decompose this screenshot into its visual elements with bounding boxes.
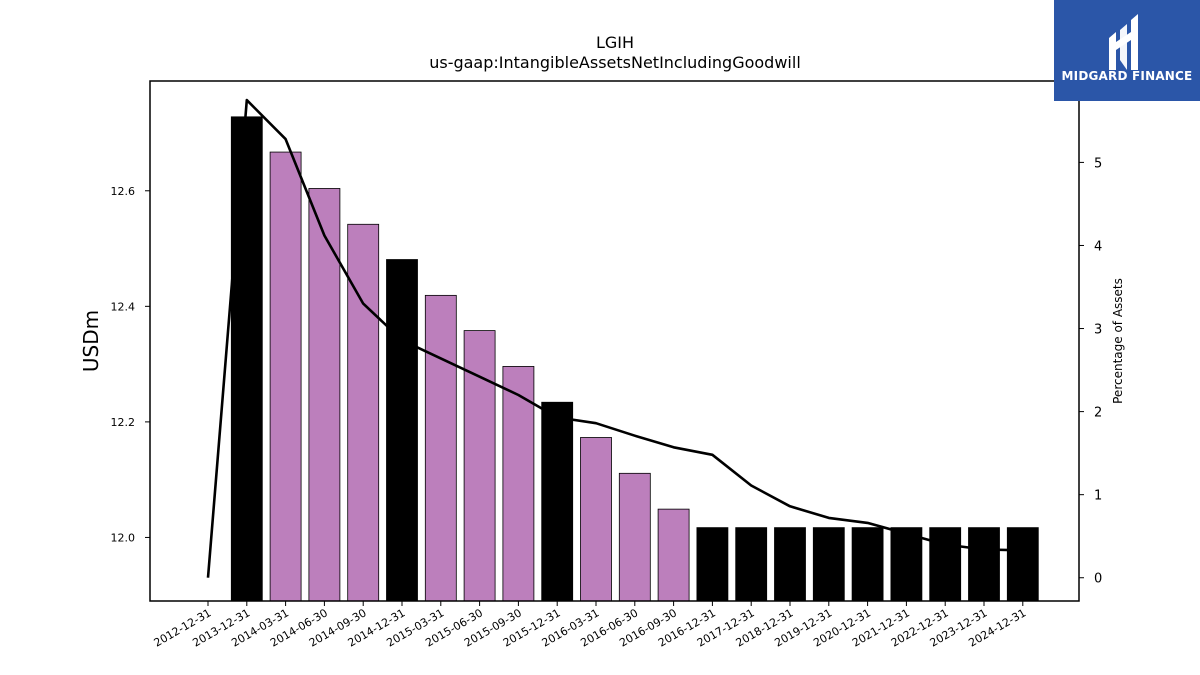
percentage-of-assets-line (206, 98, 1023, 578)
percentage-line-group (206, 98, 1023, 578)
bar-2024-12-31 (1006, 527, 1039, 602)
bar-2013-12-31 (230, 116, 263, 602)
y-tick-label: 12.2 (111, 416, 136, 429)
chart-subtitle: us-gaap:IntangibleAssetsNetIncludingGood… (429, 53, 801, 72)
bar-2015-12-31 (541, 401, 574, 602)
bar-2021-12-31 (890, 527, 923, 602)
y2-tick-label: 2 (1094, 406, 1102, 421)
y2-tick-label: 4 (1094, 239, 1102, 254)
bar-2014-12-31 (386, 259, 418, 602)
bar-2022-12-31 (929, 527, 962, 602)
brand-name: MIDGARD FINANCE (1061, 69, 1193, 83)
bar-2015-09-30 (502, 366, 535, 602)
y-tick-label: 12.0 (111, 531, 136, 544)
midgard-logo-icon (1109, 14, 1138, 70)
bar-2014-06-30 (308, 188, 341, 602)
bar-2018-12-31 (774, 527, 806, 602)
y2-axis-label: Percentage of Assets (1111, 278, 1125, 404)
bars-group (230, 116, 1039, 602)
y2-tick-label: 1 (1094, 489, 1102, 504)
y2-tick-label: 5 (1094, 156, 1102, 171)
chart-title: LGIH (596, 33, 634, 52)
y-axis-label: USDm (79, 310, 103, 372)
bar-2016-03-31 (580, 437, 612, 602)
y-tick-label: 12.4 (111, 300, 136, 313)
y-tick-label: 12.6 (111, 185, 136, 198)
bar-2020-12-31 (851, 527, 884, 602)
bar-2014-03-31 (269, 151, 302, 602)
bar-2016-06-30 (618, 472, 651, 602)
bar-2014-09-30 (347, 223, 380, 602)
bar-2016-09-30 (657, 508, 690, 602)
bar-2016-12-31 (696, 527, 729, 602)
brand-logo: MIDGARD FINANCE (1054, 0, 1200, 101)
bar-2015-03-31 (424, 294, 457, 602)
plot-frame (149, 80, 1080, 602)
y2-tick-label: 0 (1094, 572, 1102, 587)
bar-2019-12-31 (812, 527, 845, 602)
bar-2017-12-31 (735, 527, 768, 602)
y2-tick-label: 3 (1094, 323, 1102, 338)
bar-2023-12-31 (968, 527, 1000, 602)
